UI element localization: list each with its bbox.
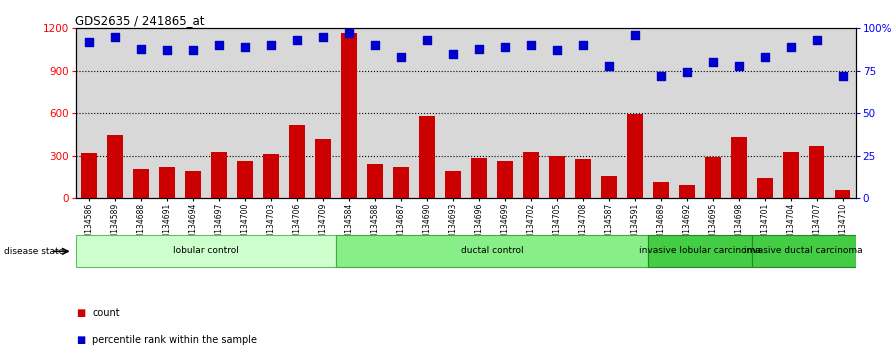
Text: disease state: disease state — [4, 247, 65, 256]
Bar — [783, 152, 798, 198]
Bar — [134, 169, 149, 198]
Bar — [108, 135, 123, 198]
Point — [836, 73, 850, 79]
Bar — [336, 235, 648, 267]
Bar — [523, 152, 538, 198]
Point — [576, 42, 590, 48]
Point — [784, 44, 798, 50]
Bar — [653, 182, 668, 198]
Text: ductal control: ductal control — [461, 246, 523, 255]
Bar — [497, 161, 513, 198]
Point — [82, 39, 97, 45]
Point — [628, 32, 642, 38]
Point — [524, 42, 538, 48]
Text: ■: ■ — [76, 335, 85, 345]
Point — [810, 38, 824, 43]
Point — [212, 42, 227, 48]
Point — [732, 63, 746, 69]
Point — [654, 73, 668, 79]
Text: percentile rank within the sample: percentile rank within the sample — [92, 335, 257, 345]
Point — [316, 34, 331, 40]
Point — [498, 44, 513, 50]
Bar — [575, 159, 590, 198]
Point — [394, 55, 409, 60]
Point — [368, 42, 383, 48]
Point — [680, 70, 694, 75]
Point — [550, 47, 564, 53]
Point — [108, 34, 123, 40]
Text: GDS2635 / 241865_at: GDS2635 / 241865_at — [75, 14, 205, 27]
Bar — [648, 235, 752, 267]
Bar — [757, 178, 772, 198]
Bar — [315, 139, 331, 198]
Bar — [393, 167, 409, 198]
Bar — [185, 171, 201, 198]
Point — [134, 46, 149, 52]
Point — [602, 63, 616, 69]
Bar — [263, 154, 279, 198]
Bar — [627, 114, 642, 198]
Bar — [367, 164, 383, 198]
Bar — [601, 176, 616, 198]
Point — [706, 59, 720, 65]
Text: lobular control: lobular control — [173, 246, 239, 255]
Bar — [445, 171, 461, 198]
Bar — [159, 167, 175, 198]
Bar — [705, 157, 720, 198]
Point — [472, 46, 487, 52]
Bar — [211, 152, 227, 198]
Bar — [731, 137, 746, 198]
Bar — [76, 235, 336, 267]
Bar — [835, 190, 850, 198]
Bar — [471, 158, 487, 198]
Point — [160, 47, 175, 53]
Bar — [341, 33, 357, 198]
Bar — [809, 146, 824, 198]
Text: invasive ductal carcinoma: invasive ductal carcinoma — [745, 246, 863, 255]
Bar — [549, 156, 564, 198]
Text: count: count — [92, 308, 120, 318]
Point — [264, 42, 279, 48]
Point — [420, 38, 435, 43]
Bar — [419, 116, 435, 198]
Bar — [679, 185, 694, 198]
Text: ■: ■ — [76, 308, 85, 318]
Bar — [82, 153, 97, 198]
Point — [342, 30, 357, 36]
Bar — [289, 125, 305, 198]
Bar — [237, 161, 253, 198]
Bar — [752, 235, 856, 267]
Point — [238, 44, 253, 50]
Point — [446, 51, 461, 57]
Point — [758, 55, 772, 60]
Point — [186, 47, 201, 53]
Point — [290, 38, 305, 43]
Text: invasive lobular carcinoma: invasive lobular carcinoma — [639, 246, 761, 255]
